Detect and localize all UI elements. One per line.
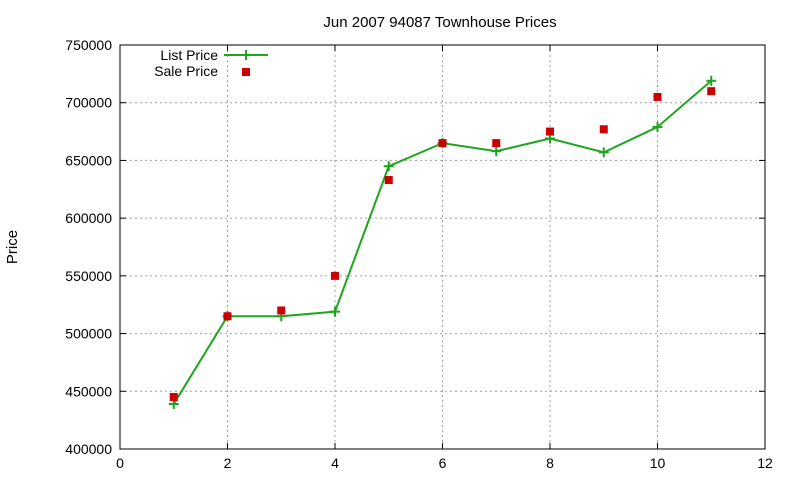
sale-price-point xyxy=(599,125,608,134)
x-tick-label: 12 xyxy=(757,455,773,471)
list-price-point xyxy=(491,146,502,157)
y-tick-label: 600000 xyxy=(65,210,112,226)
legend-plus-marker xyxy=(241,50,251,60)
sale-price-point xyxy=(331,271,339,280)
series-layer xyxy=(168,75,717,409)
list-price-point xyxy=(598,147,609,158)
axes: 400000 450000 500000 550000 600000 650000 7000… xyxy=(65,37,773,471)
x-tick-label: 10 xyxy=(650,455,666,471)
list-price-point xyxy=(652,121,663,132)
grid-lines xyxy=(120,45,765,449)
sale-price-point xyxy=(707,87,716,96)
y-tick-label: 750000 xyxy=(65,37,112,53)
chart-title: Jun 2007 94087 Townhouse Prices xyxy=(323,14,556,31)
sale-price-point xyxy=(546,127,554,136)
sale-price-point xyxy=(438,139,447,148)
y-tick-label: 450000 xyxy=(65,383,112,399)
sale-price-point xyxy=(277,306,286,315)
sale-price-point xyxy=(223,312,232,321)
x-tick-label: 2 xyxy=(224,455,232,471)
y-tick-label: 700000 xyxy=(65,95,112,111)
x-tick-label: 8 xyxy=(546,455,554,471)
legend-label: Sale Price xyxy=(154,63,218,79)
y-tick-label: 550000 xyxy=(65,268,112,284)
x-tick-label: 4 xyxy=(331,455,339,471)
sale-price-point xyxy=(653,92,662,101)
y-tick-label: 500000 xyxy=(65,326,112,342)
legend-label: List Price xyxy=(160,47,218,63)
list-price-point xyxy=(330,306,340,317)
sale-price-point xyxy=(492,139,501,148)
list-price-point xyxy=(706,75,717,86)
sale-price-point xyxy=(384,176,393,185)
legend-square-marker xyxy=(242,68,250,76)
y-tick-label: 400000 xyxy=(65,441,112,457)
y-tick-label: 650000 xyxy=(65,152,112,168)
y-axis-label: Price xyxy=(4,230,21,264)
x-tick-label: 6 xyxy=(439,455,447,471)
x-tick-label: 0 xyxy=(116,455,124,471)
list-price-point xyxy=(383,161,394,172)
sale-price-point xyxy=(169,393,178,402)
